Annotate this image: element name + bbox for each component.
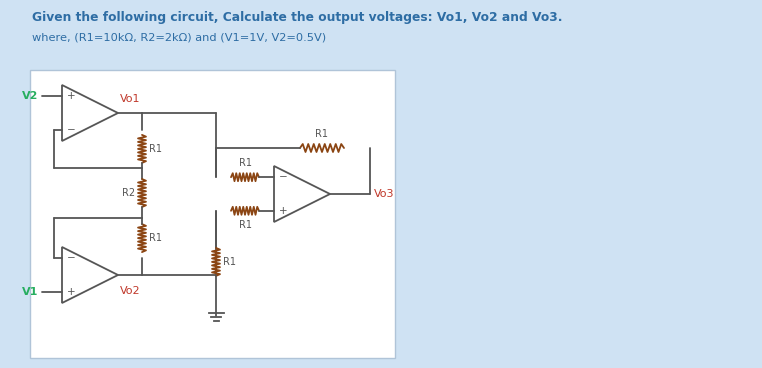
Text: +: + — [67, 287, 75, 297]
Text: Vo3: Vo3 — [374, 189, 395, 199]
Text: V2: V2 — [21, 91, 38, 101]
Text: R1: R1 — [149, 144, 162, 154]
Text: R2: R2 — [122, 188, 135, 198]
Text: Vo2: Vo2 — [120, 286, 140, 296]
Text: +: + — [279, 206, 287, 216]
Text: V1: V1 — [21, 287, 38, 297]
Text: R1: R1 — [239, 158, 251, 168]
Text: where, (R1=10kΩ, R2=2kΩ) and (V1=1V, V2=0.5V): where, (R1=10kΩ, R2=2kΩ) and (V1=1V, V2=… — [32, 33, 326, 43]
Text: −: − — [67, 125, 75, 135]
Text: R1: R1 — [149, 233, 162, 243]
Text: R1: R1 — [223, 257, 236, 267]
Text: −: − — [279, 172, 288, 182]
FancyBboxPatch shape — [30, 70, 395, 358]
Text: R1: R1 — [239, 220, 251, 230]
Text: Given the following circuit, Calculate the output voltages: Vo1, Vo2 and Vo3.: Given the following circuit, Calculate t… — [32, 11, 562, 24]
Text: R1: R1 — [315, 129, 328, 139]
Text: +: + — [67, 91, 75, 101]
Text: Vo1: Vo1 — [120, 94, 140, 104]
Text: −: − — [67, 253, 75, 263]
